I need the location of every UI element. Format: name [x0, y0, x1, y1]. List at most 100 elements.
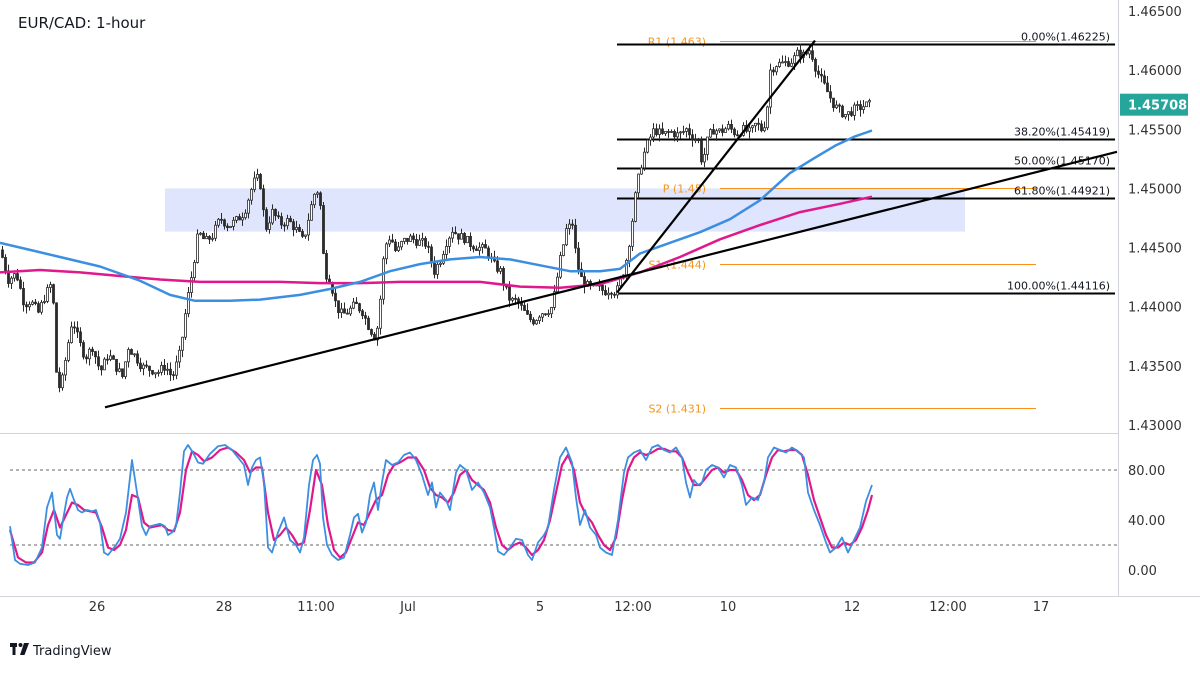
candle — [262, 184, 265, 217]
stoch-k-line[interactable] — [9, 444, 873, 566]
tradingview-logo[interactable]: TradingView — [10, 643, 112, 659]
candle — [361, 308, 364, 320]
candle — [187, 286, 190, 318]
time-tick-label: Jul — [399, 600, 416, 615]
time-tick-label: 26 — [89, 600, 106, 615]
time-tick-label: 5 — [536, 600, 544, 615]
candle — [259, 172, 262, 190]
time-tick-label: 12:00 — [614, 600, 651, 615]
price-axis[interactable]: 1.46500 1.46000 1.45500 1.45000 1.44500 1.440… — [1128, 5, 1182, 434]
candle — [613, 292, 616, 298]
candle — [271, 204, 274, 225]
candle — [406, 237, 409, 245]
candle — [211, 233, 214, 242]
time-axis[interactable]: 26 28 11:00 Jul 5 12:00 10 12 12:00 17 — [89, 600, 1050, 615]
candle — [139, 357, 142, 372]
candle — [79, 327, 82, 347]
candle — [112, 354, 115, 360]
fib-level-label-4: 0.00%(1.46225) — [1021, 31, 1110, 44]
candle — [109, 349, 112, 362]
candle — [499, 265, 502, 275]
candle — [544, 313, 547, 316]
candle — [526, 303, 529, 316]
candle — [751, 124, 754, 133]
candle — [370, 328, 373, 337]
candle — [247, 198, 250, 219]
candle — [46, 284, 49, 304]
candle — [646, 138, 649, 154]
ema-fast-line[interactable] — [0, 129, 873, 303]
candle — [760, 120, 763, 133]
candle — [634, 191, 637, 223]
stoch-tick-label: 0.00 — [1128, 564, 1157, 579]
candle — [157, 369, 160, 377]
candle — [715, 128, 718, 141]
candle — [103, 357, 106, 371]
candle — [382, 256, 385, 305]
trendline-1[interactable] — [616, 39, 816, 294]
candle — [76, 321, 79, 338]
candle — [676, 127, 679, 143]
ema-slow-line[interactable] — [0, 195, 873, 290]
pivot-level-label-2: S1 (1.444) — [648, 259, 706, 272]
candle — [322, 202, 325, 255]
candle — [574, 218, 577, 254]
candle — [865, 101, 868, 108]
price-tick-label: 1.44000 — [1128, 301, 1182, 316]
candle — [694, 133, 697, 144]
candle — [628, 244, 631, 268]
candle — [445, 239, 448, 259]
candle — [307, 213, 310, 241]
candle — [319, 191, 322, 210]
candle — [316, 191, 319, 199]
candle — [682, 125, 685, 135]
candle — [277, 211, 280, 219]
candle — [442, 250, 445, 265]
candle — [523, 301, 526, 311]
candle — [454, 226, 457, 235]
candle — [379, 295, 382, 335]
candle — [451, 227, 454, 243]
candle — [37, 301, 40, 314]
candle — [547, 309, 550, 318]
trendline-0[interactable] — [104, 150, 1118, 409]
chart-title: EUR/CAD: 1-hour — [18, 14, 146, 32]
candle — [400, 240, 403, 251]
candle — [325, 249, 328, 283]
candle — [85, 354, 88, 364]
candle — [511, 296, 514, 303]
candle — [811, 45, 814, 62]
candle — [493, 250, 496, 263]
candle — [172, 371, 175, 381]
candle — [1, 245, 4, 259]
candle — [448, 236, 451, 254]
candle — [220, 212, 223, 224]
chart-frame — [0, 0, 1200, 597]
candle — [64, 357, 67, 381]
candle — [772, 67, 775, 76]
candle — [637, 173, 640, 199]
candle — [346, 308, 349, 315]
fib-level-label-7: 61.80%(1.44921) — [1014, 185, 1110, 198]
candle — [553, 284, 556, 311]
candle — [607, 287, 610, 300]
candle — [463, 232, 466, 245]
candle — [148, 365, 151, 377]
candle — [649, 134, 652, 146]
candle — [781, 55, 784, 64]
candle — [136, 350, 139, 367]
price-tick-label: 1.43000 — [1128, 419, 1182, 434]
candle — [754, 122, 757, 133]
candle — [475, 245, 478, 251]
candle — [604, 285, 607, 296]
stoch-tick-label: 40.00 — [1128, 514, 1165, 529]
candle — [364, 311, 367, 325]
candle — [577, 241, 580, 275]
candle — [829, 85, 832, 103]
candle — [238, 213, 241, 221]
candle — [778, 58, 781, 68]
candle — [847, 111, 850, 121]
candle — [424, 236, 427, 250]
stoch-d-line[interactable] — [8, 446, 874, 564]
candle — [205, 232, 208, 240]
